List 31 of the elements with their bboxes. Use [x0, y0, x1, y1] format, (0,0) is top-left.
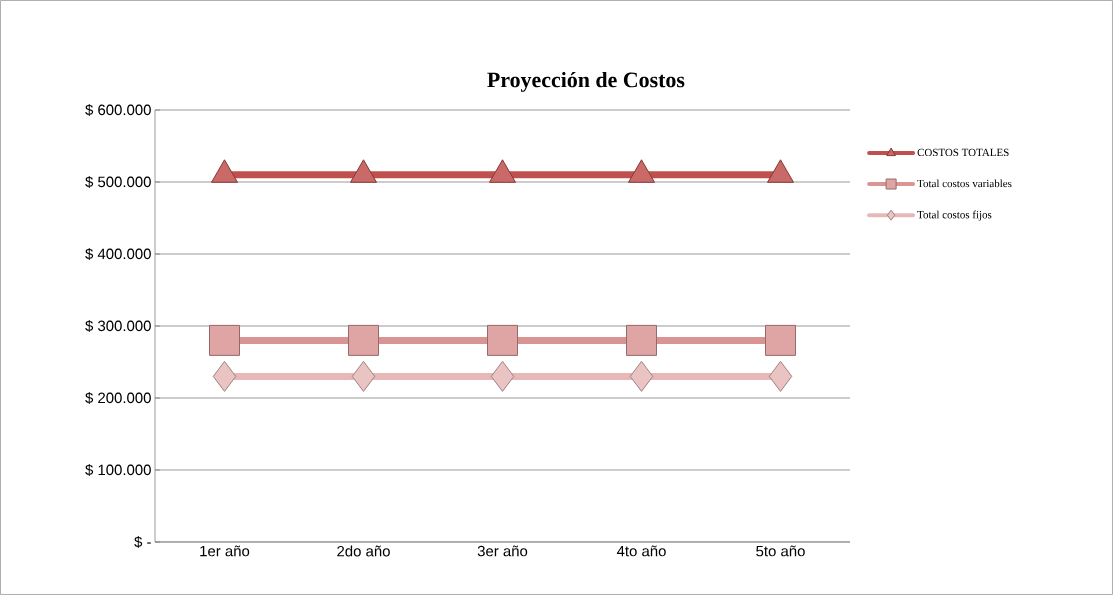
- point: [351, 360, 376, 392]
- point: [487, 324, 519, 356]
- legend-label: COSTOS TOTALES: [917, 148, 1009, 157]
- point: [628, 159, 655, 183]
- y-tick-label: $ -: [134, 535, 151, 549]
- x-tick-label: 4to año: [616, 545, 666, 557]
- x-tick-label: 2do año: [337, 545, 390, 557]
- point: [626, 324, 658, 356]
- point: [209, 324, 241, 356]
- y-tick-label: $ 400.000: [85, 247, 151, 261]
- point: [489, 159, 516, 183]
- y-tick-label: $ 300.000: [85, 319, 151, 333]
- y-tick-label: $ 600.000: [85, 103, 151, 117]
- point: [348, 324, 380, 356]
- y-tick-label: $ 200.000: [85, 391, 151, 405]
- legend-label: Total costos fijos: [917, 210, 992, 221]
- x-tick-label: 3er año: [477, 545, 528, 557]
- point: [629, 360, 654, 392]
- x-tick-label: 1er año: [200, 545, 250, 557]
- point: [768, 360, 793, 392]
- chart-title: Proyección de Costos: [487, 71, 685, 92]
- point: [490, 360, 515, 392]
- y-tick-label: $ 100.000: [85, 463, 151, 477]
- point: [350, 159, 377, 183]
- point: [765, 324, 797, 356]
- point: [767, 159, 794, 183]
- x-tick-label: 5to año: [756, 545, 805, 557]
- point: [212, 360, 237, 392]
- point: [211, 159, 238, 183]
- y-tick-label: $ 500.000: [85, 175, 151, 189]
- legend-label: Total costos variables: [917, 179, 1012, 188]
